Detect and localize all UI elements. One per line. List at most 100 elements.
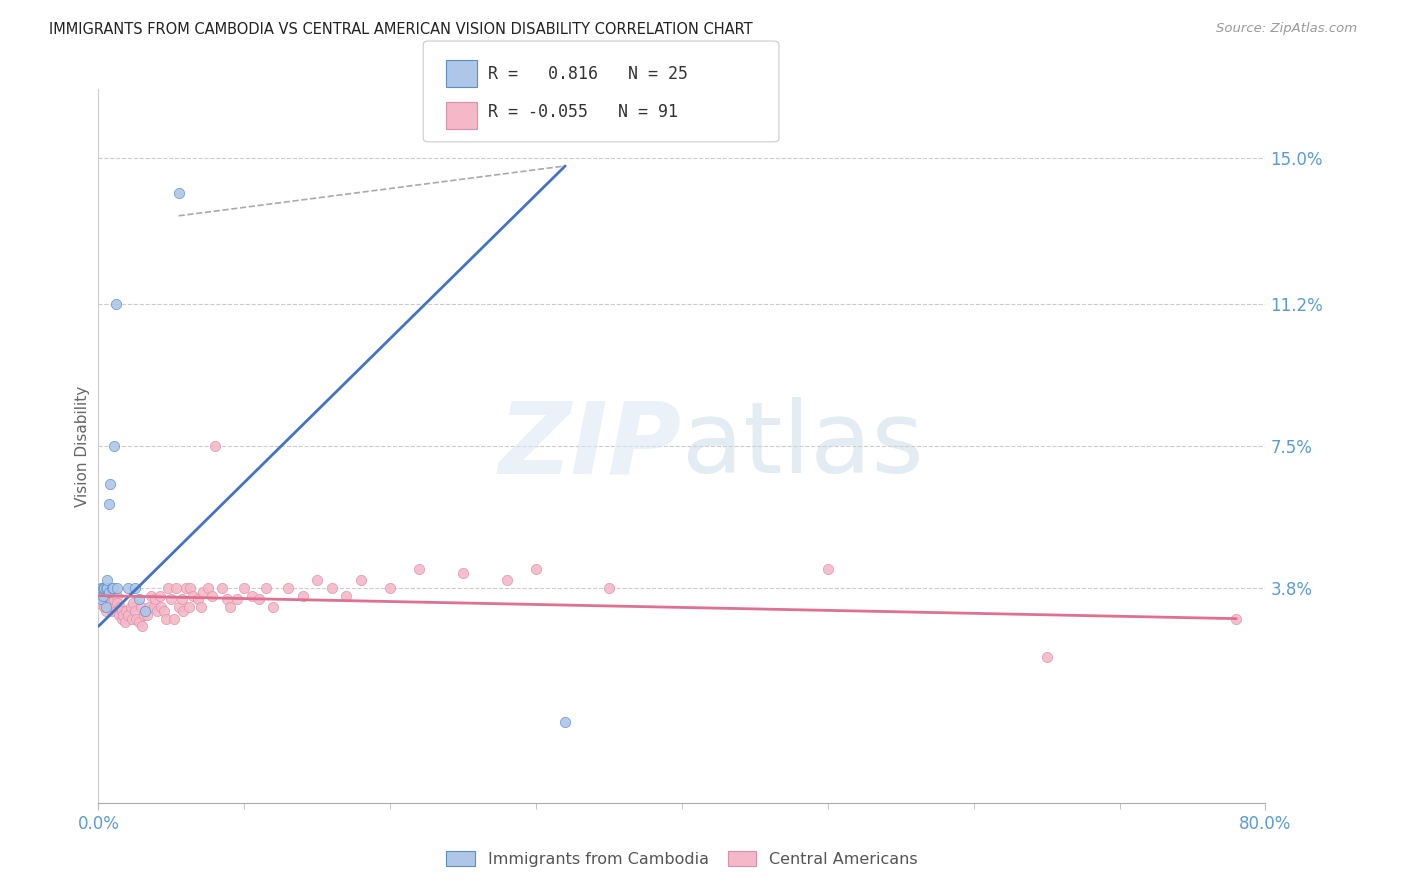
Text: ZIP: ZIP — [499, 398, 682, 494]
Point — [321, 581, 343, 595]
Point — [247, 592, 270, 607]
Point — [108, 607, 131, 622]
Point — [97, 497, 120, 511]
Point — [128, 615, 150, 630]
Point — [149, 589, 172, 603]
Point — [121, 612, 143, 626]
Point — [174, 581, 197, 595]
Point — [1225, 612, 1247, 626]
Point — [87, 589, 110, 603]
Point — [170, 592, 193, 607]
Point — [104, 297, 127, 311]
Point — [124, 604, 146, 618]
Point — [139, 589, 162, 603]
Point — [98, 592, 121, 607]
Point — [97, 589, 120, 603]
Point — [117, 607, 139, 622]
Point — [101, 581, 124, 595]
Point — [97, 584, 120, 599]
Point — [598, 581, 620, 595]
Point — [87, 589, 110, 603]
Point — [190, 600, 212, 615]
Point — [134, 604, 156, 618]
Point — [138, 600, 160, 615]
Point — [89, 584, 111, 599]
Point — [160, 592, 183, 607]
Point — [167, 186, 190, 200]
Point — [114, 615, 136, 630]
Point — [177, 600, 200, 615]
Point — [408, 562, 430, 576]
Point — [163, 612, 186, 626]
Point — [179, 581, 201, 595]
Point — [240, 589, 263, 603]
Point — [93, 581, 115, 595]
Point — [132, 607, 155, 622]
Point — [134, 604, 156, 618]
Point — [111, 604, 134, 618]
Point — [100, 596, 122, 610]
Point — [167, 600, 190, 615]
Point — [215, 592, 238, 607]
Point — [96, 581, 118, 595]
Point — [254, 581, 277, 595]
Point — [96, 584, 118, 599]
Point — [218, 600, 240, 615]
Point — [157, 581, 180, 595]
Text: R =   0.816   N = 25: R = 0.816 N = 25 — [488, 65, 688, 83]
Point — [104, 604, 127, 618]
Point — [90, 592, 112, 607]
Point — [193, 584, 215, 599]
Point — [122, 596, 145, 610]
Point — [98, 600, 121, 615]
Point — [115, 604, 138, 618]
Y-axis label: Vision Disability: Vision Disability — [75, 385, 90, 507]
Point — [103, 592, 125, 607]
Point — [524, 562, 547, 576]
Point — [100, 581, 122, 595]
Point — [91, 584, 114, 599]
Point — [150, 600, 173, 615]
Text: Source: ZipAtlas.com: Source: ZipAtlas.com — [1216, 22, 1357, 36]
Point — [131, 619, 153, 633]
Point — [90, 581, 112, 595]
Point — [451, 566, 474, 580]
Point — [817, 562, 839, 576]
Point — [153, 604, 176, 618]
Point — [181, 589, 204, 603]
Point — [89, 596, 111, 610]
Point — [335, 589, 357, 603]
Point — [277, 581, 299, 595]
Point — [187, 592, 209, 607]
Point — [94, 604, 117, 618]
Point — [226, 592, 249, 607]
Point — [105, 596, 128, 610]
Point — [97, 596, 120, 610]
Point — [120, 600, 142, 615]
Point — [172, 604, 194, 618]
Point — [135, 607, 157, 622]
Point — [128, 592, 150, 607]
Point — [129, 600, 152, 615]
Point — [124, 581, 146, 595]
Point — [262, 600, 284, 615]
Point — [96, 574, 118, 588]
Point — [94, 600, 117, 615]
Point — [105, 581, 128, 595]
Point — [103, 439, 125, 453]
Point — [496, 574, 519, 588]
Point — [165, 581, 187, 595]
Point — [380, 581, 402, 595]
Point — [105, 589, 128, 603]
Text: IMMIGRANTS FROM CAMBODIA VS CENTRAL AMERICAN VISION DISABILITY CORRELATION CHART: IMMIGRANTS FROM CAMBODIA VS CENTRAL AMER… — [49, 22, 752, 37]
Text: R = -0.055   N = 91: R = -0.055 N = 91 — [488, 103, 678, 120]
Point — [1035, 650, 1057, 665]
Point — [146, 604, 169, 618]
Point — [307, 574, 329, 588]
Point — [101, 600, 124, 615]
Point — [110, 600, 132, 615]
Point — [554, 715, 576, 730]
Point — [98, 477, 121, 491]
Point — [94, 581, 117, 595]
Point — [93, 600, 115, 615]
